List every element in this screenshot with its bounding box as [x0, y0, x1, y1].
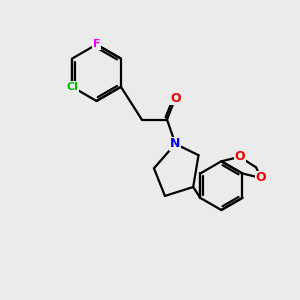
Text: F: F	[93, 40, 100, 50]
Text: O: O	[256, 171, 266, 184]
Text: Cl: Cl	[66, 82, 78, 92]
Text: O: O	[170, 92, 181, 105]
Text: N: N	[170, 137, 181, 150]
Text: O: O	[234, 150, 245, 163]
